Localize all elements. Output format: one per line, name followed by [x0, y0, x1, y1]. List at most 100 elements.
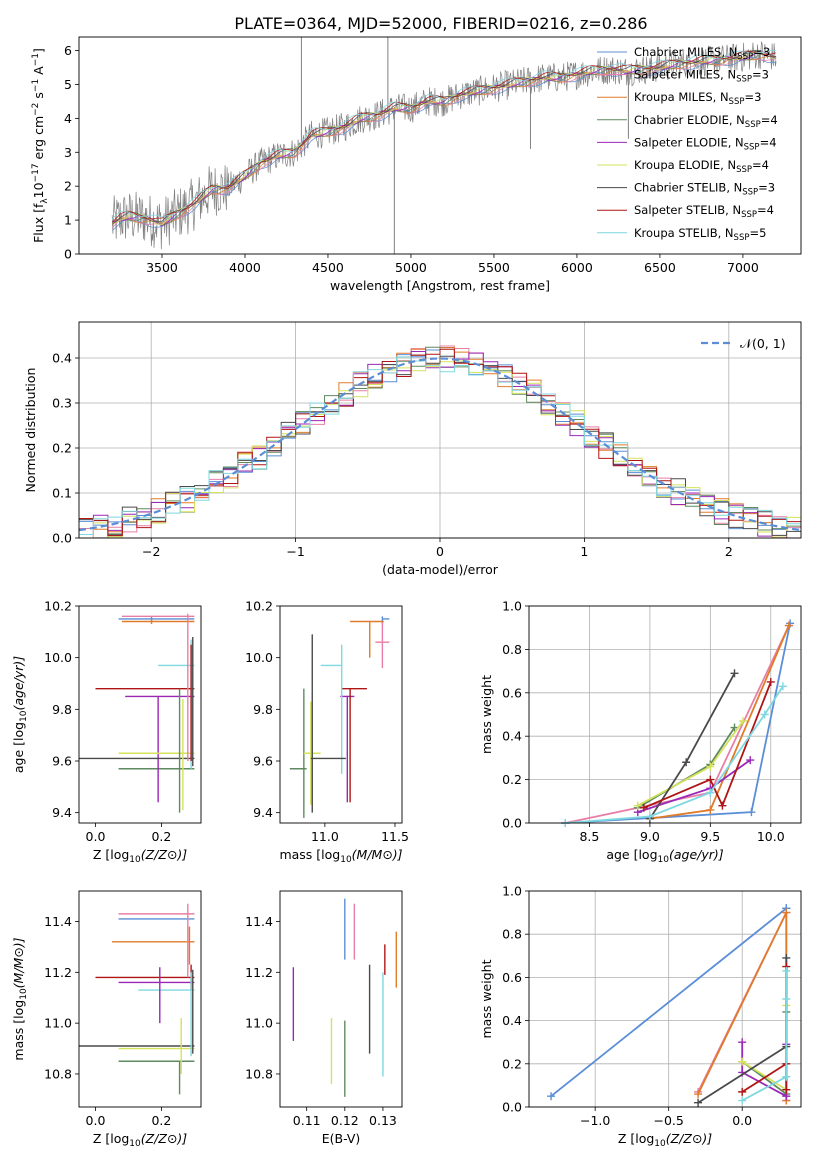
legend-entry: Kroupa MILES, NSSP=3 [634, 90, 761, 107]
mass-vs-EBV-frame [279, 890, 403, 1108]
weight-marker [547, 1092, 556, 1101]
y-tick-label: 9.8 [253, 702, 273, 717]
weight-marker [738, 1057, 747, 1066]
weight-vs-Z-axes: −1.0 −0.5 0.0 0.0 0.2 0.4 0.6 0.8 1.0 [502, 884, 801, 1128]
mass-vs-Z-ylabel: mass [log10(M/M⊙)] [11, 937, 29, 1060]
x-tick-label: 5500 [478, 260, 510, 275]
weight-marker [782, 1085, 791, 1094]
weight-marker [738, 1087, 747, 1096]
y-tick-label: 0.1 [52, 486, 72, 501]
y-tick-label: 11.0 [245, 1016, 273, 1031]
weight-vs-age-ylabel: mass weight [479, 675, 494, 754]
weight-vs-Z-frame [528, 890, 802, 1108]
x-tick-label: 4500 [312, 260, 344, 275]
weight-marker [760, 710, 769, 719]
y-tick-label: 0.0 [502, 816, 522, 831]
y-tick-label: 11.0 [44, 1016, 72, 1031]
residual-histogram [79, 354, 801, 536]
age-vs-mass-axes: 11.0 11.5 9.4 9.6 9.8 10.0 10.2 [245, 599, 409, 845]
age-vs-mass-plot [289, 616, 390, 818]
spectrum-legend: Chabrier MILES, NSSP=3 Salpeter MILES, NS… [597, 45, 778, 243]
x-tick-label: −1.0 [580, 1113, 610, 1128]
mass-vs-EBV-plot [292, 898, 397, 1097]
residual-histogram [79, 356, 801, 535]
spectrum-frame [78, 36, 802, 255]
y-tick-label: 0 [64, 247, 72, 262]
weight-series [643, 681, 772, 809]
y-tick-label: 10.8 [44, 1066, 72, 1081]
x-tick-label: 0.12 [331, 1113, 359, 1128]
y-tick-label: 0.4 [52, 351, 72, 366]
y-tick-label: 0.8 [502, 927, 522, 942]
y-tick-label: 5 [64, 77, 72, 92]
y-tick-label: 9.6 [253, 754, 273, 769]
weight-marker [782, 966, 791, 975]
y-tick-label: 0.3 [52, 396, 72, 411]
x-tick-label: 0.0 [86, 829, 106, 844]
x-tick-label: −0.5 [653, 1113, 683, 1128]
weight-marker [778, 682, 787, 691]
weight-marker [694, 1090, 703, 1099]
y-tick-label: 3 [64, 145, 72, 160]
y-tick-label: 0.4 [502, 1013, 522, 1028]
age-vs-mass-xlabel: mass [log10(M/M⊙)] [279, 847, 402, 865]
weight-marker [738, 717, 747, 726]
y-tick-label: 0.2 [502, 1056, 522, 1071]
x-tick-label: 0.0 [86, 1113, 106, 1128]
y-tick-label: 1.0 [502, 884, 522, 899]
spectrum-plot [111, 37, 777, 254]
x-tick-label: 6000 [561, 260, 593, 275]
mass-vs-Z-plot [79, 903, 195, 1095]
mass-vs-Z-frame [78, 890, 202, 1108]
y-tick-label: 1.0 [502, 599, 522, 614]
y-tick-label: 0.0 [52, 531, 72, 546]
weight-vs-Z-xlabel: Z [log10(Z/Z⊙)] [618, 1131, 712, 1149]
weight-vs-age-xlabel: age [log10(age/yr)] [606, 847, 723, 865]
weight-vs-Z-ylabel: mass weight [479, 959, 494, 1038]
age-vs-Z-ylabel: age [log10(age/yr)] [11, 656, 29, 773]
y-tick-label: 11.4 [44, 914, 72, 929]
weight-vs-age-frame [528, 605, 802, 824]
mass-vs-EBV-xlabel: E(B-V) [322, 1131, 361, 1146]
weight-marker [782, 908, 791, 917]
weight-marker [639, 803, 648, 812]
y-tick-label: 9.4 [253, 805, 273, 820]
weight-vs-age-plot [561, 619, 795, 827]
y-tick-label: 11.4 [245, 914, 273, 929]
y-tick-label: 0.8 [502, 642, 522, 657]
weight-marker [645, 812, 654, 821]
x-tick-label: −2 [142, 544, 160, 559]
y-tick-label: 6 [64, 43, 72, 58]
legend-entry: Chabrier ELODIE, NSSP=4 [634, 113, 778, 130]
x-tick-label: 5000 [395, 260, 427, 275]
age-vs-Z-xlabel: Z [log10(Z/Z⊙)] [93, 847, 187, 865]
legend-entry: Salpeter STELIB, NSSP=4 [634, 203, 774, 220]
y-tick-label: 11.2 [245, 965, 273, 980]
y-tick-label: 1 [64, 213, 72, 228]
weight-vs-Z-plot [547, 904, 791, 1107]
legend-entry: Salpeter MILES, NSSP=3 [634, 68, 769, 85]
weight-marker [706, 805, 715, 814]
weight-marker [633, 801, 642, 810]
x-tick-label: 0.11 [293, 1113, 321, 1128]
weight-marker [766, 677, 775, 686]
weight-marker [747, 808, 756, 817]
weight-marker [782, 953, 791, 962]
x-tick-label: −1 [286, 544, 304, 559]
y-tick-label: 10.8 [245, 1066, 273, 1081]
legend-entry: Kroupa STELIB, NSSP=5 [634, 226, 766, 243]
y-tick-label: 2 [64, 179, 72, 194]
x-tick-label: 0 [436, 544, 444, 559]
figure-title: PLATE=0364, MJD=52000, FIBERID=0216, z=0… [234, 14, 647, 33]
age-vs-Z-plot [79, 613, 195, 813]
y-tick-label: 9.6 [52, 754, 72, 769]
y-tick-label: 9.8 [52, 702, 72, 717]
y-tick-label: 11.2 [44, 965, 72, 980]
weight-marker [706, 788, 715, 797]
gaussian-reference [79, 357, 801, 532]
x-tick-label: 6500 [644, 260, 676, 275]
weight-series [741, 970, 788, 1102]
weight-marker [784, 621, 793, 630]
y-tick-label: 10.0 [245, 650, 273, 665]
